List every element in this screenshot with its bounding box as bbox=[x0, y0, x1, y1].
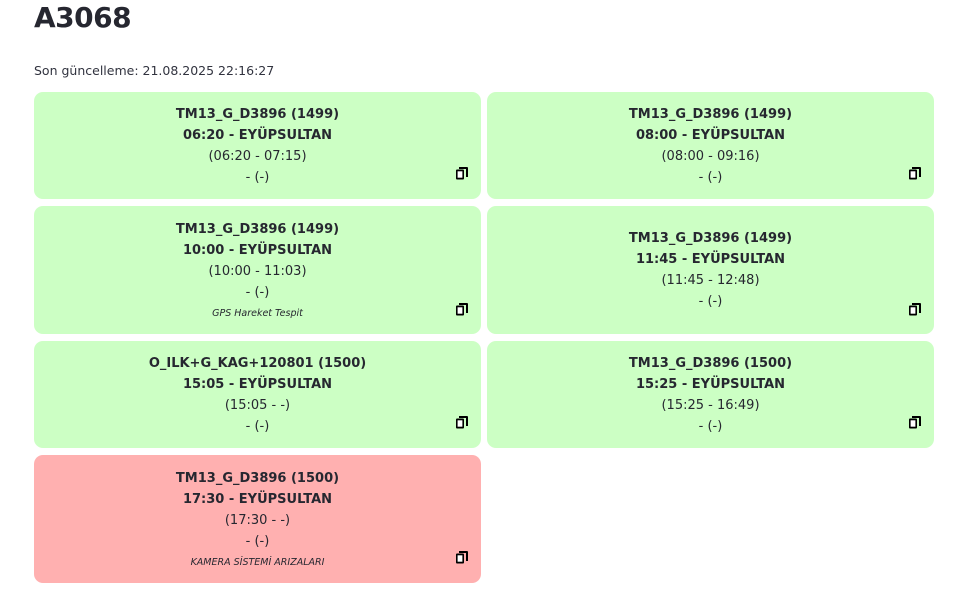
trip-time-window: (06:20 - 07:15) bbox=[208, 148, 307, 164]
trip-extra: - (-) bbox=[245, 169, 270, 185]
trip-card: TM13_G_D3896 (1500) 15:25 - EYÜPSULTAN (… bbox=[487, 341, 934, 448]
trip-note: GPS Hareket Tespit bbox=[212, 307, 303, 319]
trip-extra: - (-) bbox=[245, 418, 270, 434]
copy-icon[interactable] bbox=[909, 167, 921, 180]
trip-card-alert: TM13_G_D3896 (1500) 17:30 - EYÜPSULTAN (… bbox=[34, 455, 481, 583]
trip-card: TM13_G_D3896 (1499) 06:20 - EYÜPSULTAN (… bbox=[34, 92, 481, 199]
last-update-text: Son güncelleme: 21.08.2025 22:16:27 bbox=[34, 63, 275, 78]
copy-icon[interactable] bbox=[456, 416, 468, 429]
trip-time-window: (17:30 - -) bbox=[224, 512, 291, 528]
trip-extra: - (-) bbox=[698, 169, 723, 185]
trip-route: O_ILK+G_KAG+120801 (1500) bbox=[148, 355, 367, 371]
trip-card: TM13_G_D3896 (1499) 08:00 - EYÜPSULTAN (… bbox=[487, 92, 934, 199]
trip-departure: 06:20 - EYÜPSULTAN bbox=[182, 127, 333, 143]
trip-route: TM13_G_D3896 (1499) bbox=[175, 221, 340, 237]
trip-card: O_ILK+G_KAG+120801 (1500) 15:05 - EYÜPSU… bbox=[34, 341, 481, 448]
copy-icon[interactable] bbox=[909, 416, 921, 429]
trip-departure: 17:30 - EYÜPSULTAN bbox=[182, 491, 333, 507]
trip-departure: 11:45 - EYÜPSULTAN bbox=[635, 252, 786, 267]
trip-card-grid: TM13_G_D3896 (1499) 06:20 - EYÜPSULTAN (… bbox=[34, 92, 934, 583]
trip-time-window: (10:00 - 11:03) bbox=[208, 263, 307, 279]
trip-card: TM13_G_D3896 (1499) 11:45 - EYÜPSULTAN (… bbox=[487, 206, 934, 334]
trip-time-window: (11:45 - 12:48) bbox=[661, 273, 760, 288]
trip-extra: - (-) bbox=[245, 533, 270, 549]
trip-departure: 08:00 - EYÜPSULTAN bbox=[635, 127, 786, 143]
trip-route: TM13_G_D3896 (1499) bbox=[628, 106, 793, 122]
trip-note: KAMERA SİSTEMİ ARIZALARI bbox=[190, 556, 325, 568]
trip-route: TM13_G_D3896 (1500) bbox=[628, 355, 793, 371]
trip-card: TM13_G_D3896 (1499) 10:00 - EYÜPSULTAN (… bbox=[34, 206, 481, 334]
trip-departure: 15:05 - EYÜPSULTAN bbox=[182, 376, 333, 392]
trip-time-window: (08:00 - 09:16) bbox=[661, 148, 760, 164]
trip-departure: 15:25 - EYÜPSULTAN bbox=[635, 376, 786, 392]
trip-departure: 10:00 - EYÜPSULTAN bbox=[182, 242, 333, 258]
copy-icon[interactable] bbox=[456, 551, 468, 564]
copy-icon[interactable] bbox=[909, 303, 921, 316]
copy-icon[interactable] bbox=[456, 167, 468, 180]
trip-extra: - (-) bbox=[245, 284, 270, 300]
page-title: A3068 bbox=[34, 1, 132, 34]
trip-time-window: (15:05 - -) bbox=[224, 397, 291, 413]
trip-extra: - (-) bbox=[698, 418, 723, 434]
trip-route: TM13_G_D3896 (1499) bbox=[628, 231, 793, 246]
trip-extra: - (-) bbox=[698, 294, 723, 309]
trip-time-window: (15:25 - 16:49) bbox=[661, 397, 760, 413]
trip-route: TM13_G_D3896 (1500) bbox=[175, 470, 340, 486]
copy-icon[interactable] bbox=[456, 303, 468, 316]
trip-route: TM13_G_D3896 (1499) bbox=[175, 106, 340, 122]
